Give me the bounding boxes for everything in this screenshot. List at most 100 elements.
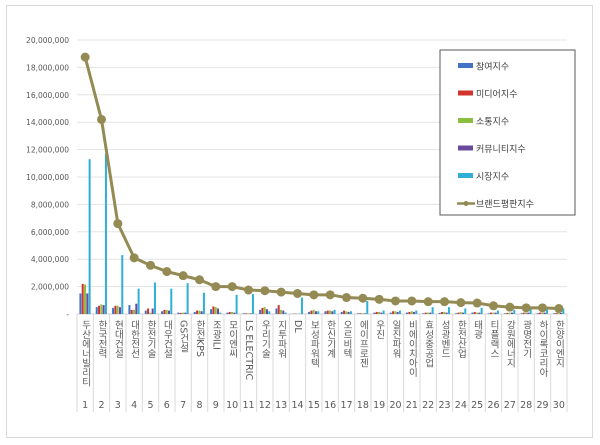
legend-label: 커뮤니티지수 bbox=[476, 144, 526, 155]
bar-미디어지수 bbox=[212, 306, 215, 314]
bar-소통지수 bbox=[443, 311, 446, 314]
y-tick-label: 10,000,000 bbox=[26, 173, 69, 182]
legend-box bbox=[439, 49, 576, 216]
category-label: 한전산업 bbox=[455, 320, 466, 358]
bar-소통지수 bbox=[263, 307, 266, 314]
bar-시장지수 bbox=[121, 255, 124, 314]
bar-시장지수 bbox=[202, 292, 205, 314]
bar-참여지수 bbox=[275, 308, 278, 314]
bar-미디어지수 bbox=[473, 311, 476, 314]
bar-미디어지수 bbox=[555, 312, 558, 314]
bar-참여지수 bbox=[259, 309, 262, 314]
legend-label: 시장지수 bbox=[476, 172, 509, 183]
legend-marker bbox=[463, 201, 469, 206]
rank-label: 30 bbox=[553, 400, 565, 411]
bar-소통지수 bbox=[116, 305, 119, 314]
bar-소통지수 bbox=[410, 311, 413, 314]
bar-커뮤니티지수 bbox=[167, 310, 170, 314]
bar-참여지수 bbox=[177, 312, 180, 314]
bar-미디어지수 bbox=[245, 313, 248, 314]
bar-시장지수 bbox=[464, 308, 467, 314]
bar-소통지수 bbox=[312, 309, 315, 314]
legend-swatch bbox=[458, 173, 473, 178]
category-label: 조광ILI bbox=[210, 320, 221, 350]
rank-label: 20 bbox=[389, 400, 401, 411]
category-label: 대한전선 bbox=[129, 320, 140, 358]
bar-소통지수 bbox=[378, 311, 381, 314]
bar-시장지수 bbox=[366, 300, 369, 314]
line-point bbox=[407, 296, 417, 306]
bar-시장지수 bbox=[513, 309, 516, 314]
bar-참여지수 bbox=[308, 311, 311, 314]
bar-시장지수 bbox=[562, 308, 565, 314]
bar-커뮤니티지수 bbox=[216, 308, 219, 314]
category-label: 한양이엔지 bbox=[553, 320, 564, 368]
legend-swatch bbox=[458, 145, 473, 151]
rank-label: 28 bbox=[520, 400, 532, 411]
rank-label: 27 bbox=[504, 400, 516, 411]
legend-label: 참여지수 bbox=[476, 61, 509, 73]
bar-소통지수 bbox=[231, 311, 234, 314]
bar-커뮤니티지수 bbox=[412, 311, 415, 314]
bar-커뮤니티지수 bbox=[396, 311, 399, 314]
category-label: 한전기술 bbox=[145, 320, 156, 358]
bar-미디어지수 bbox=[457, 312, 460, 314]
bar-커뮤니티지수 bbox=[429, 312, 432, 314]
category-label: 우진 bbox=[374, 320, 385, 339]
line-point bbox=[162, 267, 172, 277]
bar-참여지수 bbox=[504, 313, 507, 314]
bar-시장지수 bbox=[382, 310, 385, 314]
line-point bbox=[309, 290, 319, 300]
bar-시장지수 bbox=[545, 309, 548, 314]
bar-미디어지수 bbox=[343, 310, 346, 314]
bar-참여지수 bbox=[520, 313, 523, 314]
rank-label: 1 bbox=[82, 400, 88, 411]
category-label: 현대건설 bbox=[112, 320, 123, 358]
bar-미디어지수 bbox=[179, 312, 182, 314]
y-tick-label: 16,000,000 bbox=[26, 91, 69, 100]
legend-label: 브랜드평판지수 bbox=[476, 199, 534, 210]
bar-소통지수 bbox=[557, 312, 560, 314]
line-point bbox=[211, 282, 221, 292]
rank-label: 22 bbox=[422, 400, 434, 411]
bar-시장지수 bbox=[431, 307, 434, 314]
bar-미디어지수 bbox=[147, 308, 150, 314]
y-tick-label: 4,000,000 bbox=[31, 255, 69, 264]
category-label: 태광 bbox=[472, 320, 483, 339]
rank-label: 9 bbox=[213, 400, 219, 411]
bar-참여지수 bbox=[95, 307, 98, 314]
line-point bbox=[97, 114, 106, 124]
bar-소통지수 bbox=[182, 312, 185, 314]
rank-label: 6 bbox=[164, 400, 170, 411]
y-tick-label: 14,000,000 bbox=[26, 118, 69, 127]
bar-시장지수 bbox=[300, 297, 303, 314]
category-label: 지투파워 bbox=[276, 320, 287, 359]
line-point bbox=[391, 296, 400, 306]
bar-커뮤니티지수 bbox=[478, 312, 481, 314]
line-point bbox=[80, 52, 90, 62]
bar-미디어지수 bbox=[228, 311, 231, 314]
rank-label: 26 bbox=[487, 400, 499, 411]
line-point bbox=[472, 298, 482, 308]
category-label: LS ELECTRIC bbox=[243, 320, 254, 380]
bar-시장지수 bbox=[496, 310, 499, 314]
line-point bbox=[505, 302, 515, 312]
category-label: 광명전기 bbox=[521, 319, 532, 359]
bar-시장지수 bbox=[137, 288, 140, 314]
bar-커뮤니티지수 bbox=[200, 311, 203, 314]
bar-시장지수 bbox=[333, 309, 336, 314]
bar-커뮤니티지수 bbox=[184, 312, 187, 314]
bar-소통지수 bbox=[492, 312, 495, 314]
rank-label: 3 bbox=[115, 400, 121, 411]
y-tick-label: 6,000,000 bbox=[31, 228, 69, 237]
bar-참여지수 bbox=[357, 313, 360, 314]
bar-소통지수 bbox=[525, 312, 528, 314]
rank-label: 23 bbox=[438, 400, 450, 411]
bar-소통지수 bbox=[459, 311, 462, 314]
rank-label: 19 bbox=[373, 400, 385, 411]
category-label: 성광벤드 bbox=[439, 320, 450, 358]
bar-참여지수 bbox=[471, 312, 474, 314]
line-point bbox=[456, 298, 466, 308]
bar-참여지수 bbox=[193, 311, 196, 314]
